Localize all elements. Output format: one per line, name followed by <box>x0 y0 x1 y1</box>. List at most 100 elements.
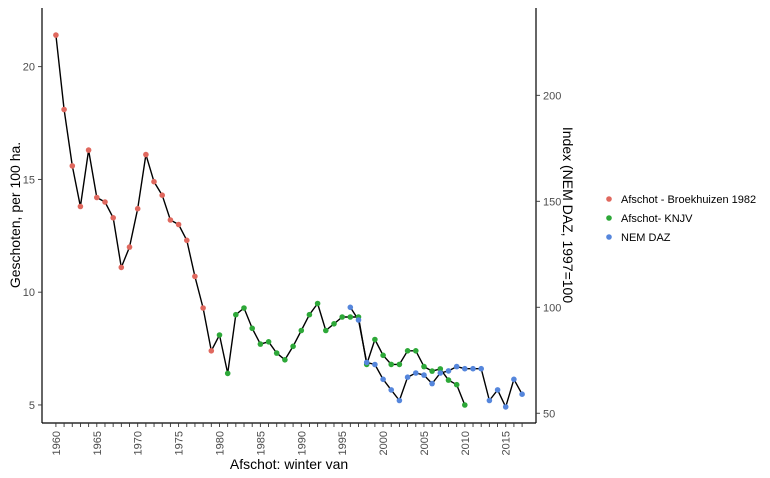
knjv-point <box>314 300 321 307</box>
data-line <box>55 35 523 408</box>
legend-key <box>606 196 612 202</box>
broekhuizen-point <box>192 273 198 280</box>
nem-daz-point <box>445 368 452 374</box>
knjv-point <box>257 341 264 347</box>
knjv-point <box>380 352 386 359</box>
knjv-point <box>290 343 296 350</box>
nem-daz-point <box>380 376 386 383</box>
nem-daz-point <box>363 359 370 366</box>
nem-daz-point <box>519 391 525 398</box>
broekhuizen-point <box>134 205 141 212</box>
knjv-point <box>273 350 280 356</box>
x-tick-label: 2015 <box>501 431 513 455</box>
secondary-y-tick-label: 200 <box>543 90 561 102</box>
broekhuizen-point <box>118 264 125 271</box>
broekhuizen-point <box>85 147 92 153</box>
shooting-line <box>55 35 466 406</box>
nem-daz-point <box>486 397 493 404</box>
x-tick-label: 2000 <box>378 431 390 455</box>
x-tick-label: 1960 <box>51 431 63 455</box>
broekhuizen-point <box>175 221 182 228</box>
nem-daz-point <box>437 370 444 376</box>
nem-daz-point <box>347 304 354 311</box>
x-tick-label: 1985 <box>255 431 267 455</box>
broekhuizen-point <box>200 305 206 311</box>
knjv-point <box>388 361 395 368</box>
secondary-y-tick-label: 50 <box>543 408 555 420</box>
knjv-point <box>331 321 337 327</box>
nem-daz-point <box>478 365 485 372</box>
data-points <box>53 32 525 410</box>
knjv-point <box>453 381 460 388</box>
nem-daz-point <box>355 317 362 323</box>
x-axis-title: Afschot: winter van <box>230 456 348 472</box>
broekhuizen-point <box>110 215 116 221</box>
knjv-point <box>241 305 247 311</box>
x-tick-label: 1970 <box>133 431 145 455</box>
knjv-point <box>339 314 346 320</box>
nem-daz-point <box>421 372 427 378</box>
knjv-point <box>216 332 223 338</box>
legend-label: NEM DAZ <box>621 232 671 244</box>
nem-daz-point <box>453 363 460 370</box>
legend-label: Afschot - Broekhuizen 1982 <box>621 194 756 206</box>
knjv-point <box>306 311 313 318</box>
secondary-y-tick-label: 150 <box>543 196 561 208</box>
broekhuizen-point <box>167 217 174 223</box>
knjv-point <box>233 311 239 318</box>
x-tick-label: 1995 <box>337 431 349 455</box>
knjv-point <box>396 361 403 368</box>
nem-daz-point <box>494 387 501 393</box>
broekhuizen-point <box>102 199 108 205</box>
nem-daz-point <box>413 370 419 376</box>
nem-daz-point <box>372 361 378 368</box>
x-tick-label: 1980 <box>214 431 226 455</box>
knjv-point <box>404 348 411 354</box>
index-line <box>349 306 523 408</box>
knjv-point <box>429 368 435 374</box>
knjv-point <box>323 327 329 334</box>
broekhuizen-point <box>61 106 67 113</box>
knjv-point <box>298 327 305 334</box>
nem-daz-point <box>470 365 476 372</box>
knjv-point <box>347 314 354 320</box>
nem-daz-point <box>396 397 403 404</box>
broekhuizen-point <box>159 192 165 198</box>
knjv-point <box>437 366 444 372</box>
secondary-y-tick-label: 100 <box>543 302 561 314</box>
broekhuizen-point <box>94 194 100 201</box>
x-tick-label: 2010 <box>460 431 472 455</box>
legend-label: Afschot- KNJV <box>621 213 693 225</box>
x-tick-label: 1965 <box>92 431 104 455</box>
broekhuizen-point <box>143 151 149 158</box>
legend: Afschot - Broekhuizen 1982 Afschot- KNJV N… <box>606 194 756 244</box>
nem-daz-point <box>502 404 509 410</box>
broekhuizen-point <box>53 32 59 38</box>
axes: 1960 1965 1970 1975 1980 1985 1990 1995 2000 2005… <box>23 8 561 455</box>
knjv-point <box>282 357 288 363</box>
broekhuizen-point <box>69 163 76 169</box>
knjv-point <box>372 336 378 343</box>
knjv-point <box>445 377 452 383</box>
knjv-point <box>413 348 419 354</box>
nem-daz-point <box>388 387 395 393</box>
nem-daz-point <box>511 376 517 383</box>
y-tick-label: 10 <box>23 287 35 299</box>
nem-daz-point <box>429 380 435 387</box>
y-tick-label: 5 <box>29 400 35 412</box>
broekhuizen-point <box>184 237 190 244</box>
broekhuizen-point <box>126 244 133 250</box>
knjv-point <box>249 325 255 332</box>
x-tick-label: 1990 <box>296 431 308 455</box>
knjv-point <box>462 402 468 408</box>
broekhuizen-point <box>208 348 215 354</box>
knjv-point <box>421 363 427 370</box>
y-axis-title: Geschoten, per 100 ha. <box>7 142 23 288</box>
y-tick-label: 15 <box>23 174 35 186</box>
legend-key <box>606 215 612 221</box>
secondary-y-axis-title: Index (NEM DAZ, 1997=100 <box>560 127 576 303</box>
knjv-point <box>265 339 272 345</box>
nem-daz-point <box>462 365 468 372</box>
broekhuizen-point <box>77 203 84 210</box>
